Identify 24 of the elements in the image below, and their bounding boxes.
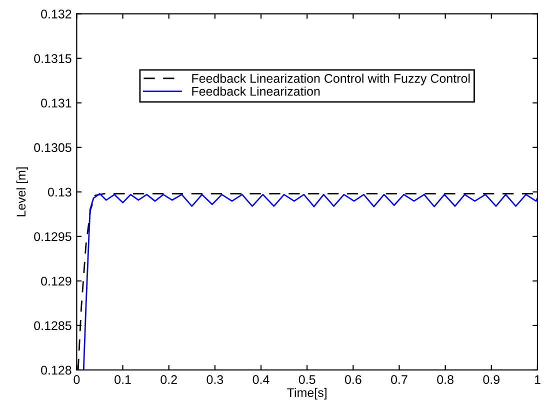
- x-tick-label: 0.2: [160, 375, 177, 384]
- y-tick-label: 0.1295: [34, 232, 72, 242]
- y-tick-label: 0.13: [48, 188, 72, 197]
- legend-label: Feedback Linearization: [192, 86, 320, 96]
- x-tick-label: 0: [74, 375, 80, 384]
- y-tick-label: 0.129: [41, 276, 72, 286]
- x-tick-label: 0.1: [114, 375, 131, 384]
- x-tick-label: 0.6: [344, 375, 362, 384]
- x-tick-label: 0.9: [483, 375, 500, 384]
- y-tick-label: 0.131: [41, 98, 72, 108]
- x-tick-label: 0.5: [298, 375, 316, 384]
- y-tick-label: 0.1305: [34, 143, 72, 152]
- x-axis-title: Time[s]: [287, 388, 326, 400]
- legend-label: Feedback Linearization Control with Fuzzy Control: [192, 74, 470, 86]
- x-tick-label: 0.4: [252, 375, 270, 384]
- x-tick-label: 0.3: [206, 375, 224, 384]
- y-axis-title: Level [m]: [16, 167, 28, 216]
- y-tick-label: 0.1285: [34, 321, 72, 330]
- x-tick-label: 1: [534, 375, 540, 384]
- y-tick-label: 0.128: [41, 366, 72, 375]
- y-tick-label: 0.132: [41, 10, 72, 18]
- x-tick-label: 0.7: [391, 375, 408, 384]
- x-tick-label: 0.8: [437, 375, 454, 384]
- y-tick-label: 0.1315: [34, 54, 72, 63]
